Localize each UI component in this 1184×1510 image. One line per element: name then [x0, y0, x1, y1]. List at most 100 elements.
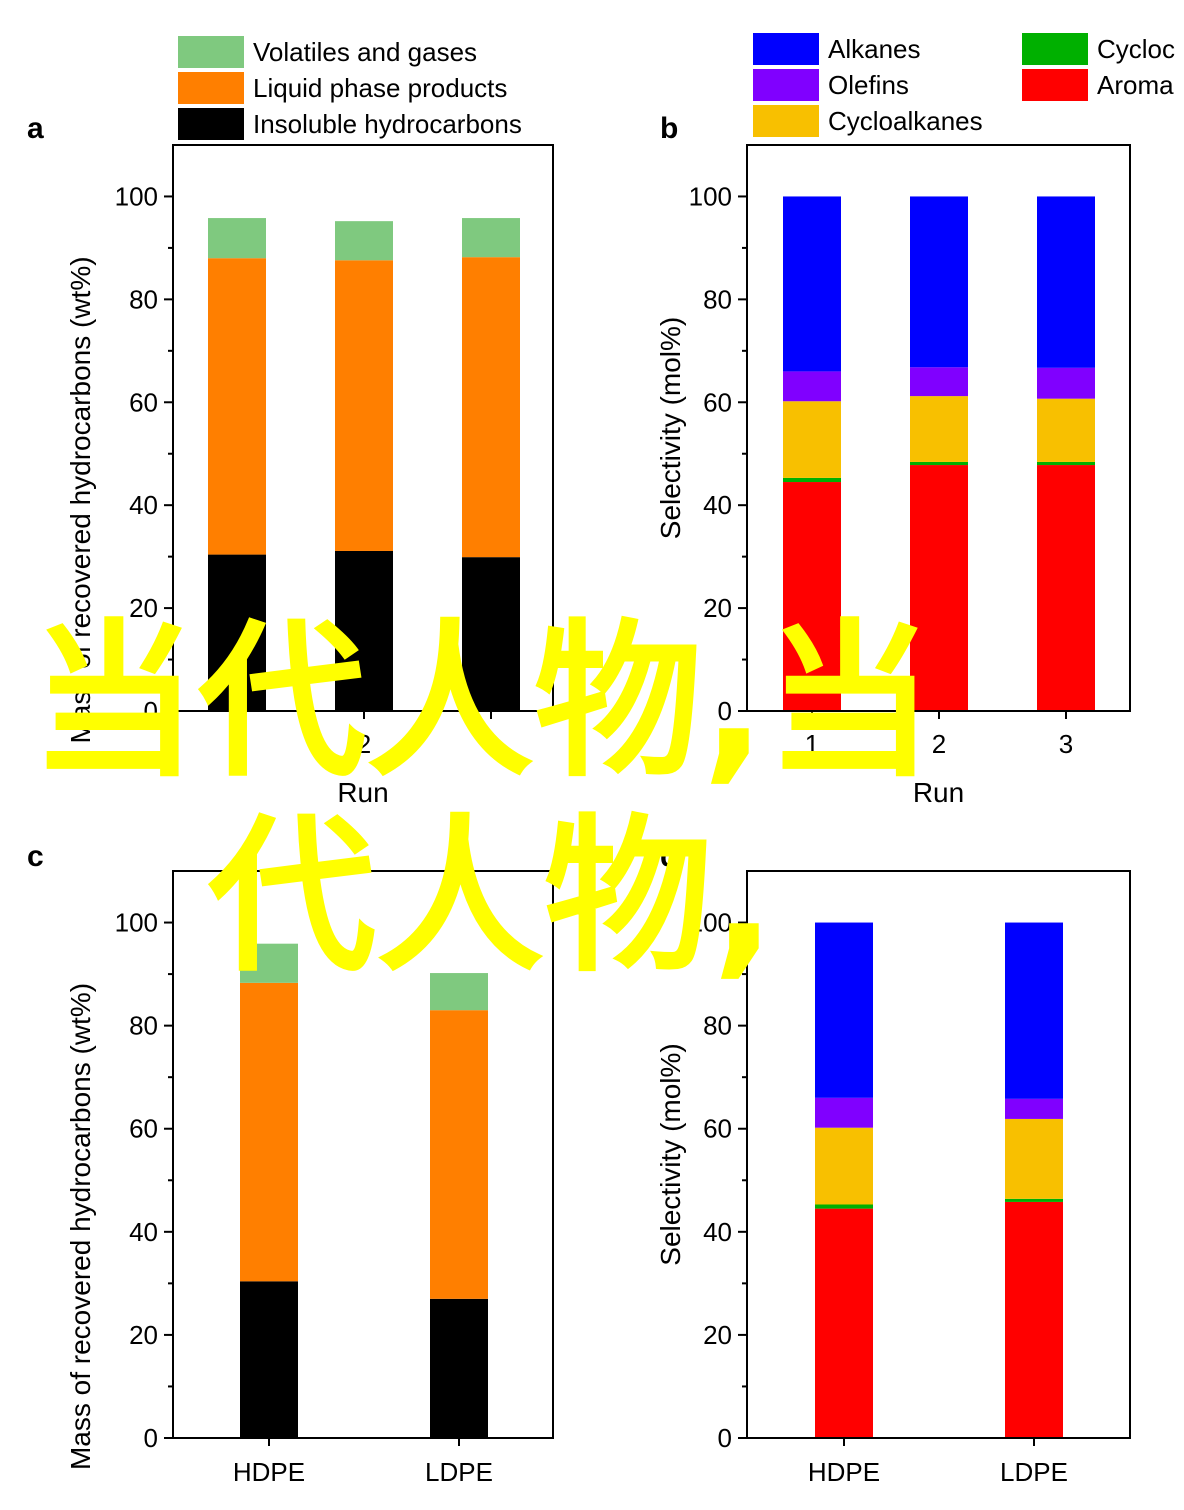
legend-swatch: [178, 72, 244, 104]
y-tick-label: 60: [703, 1114, 732, 1144]
legend-label: Cycloalkanes: [828, 106, 983, 136]
y-tick-label: 0: [718, 1423, 732, 1453]
y-tick-label: 100: [689, 908, 732, 938]
watermark-overlay: 当代人物,当 代人物,: [30, 604, 934, 995]
bar-segment-b-1-0: [783, 482, 841, 711]
y-tick-label: 80: [703, 1011, 732, 1041]
legend-swatch: [753, 69, 819, 101]
bar-segment-c-LDPE-1: [430, 1010, 488, 1299]
bar-segment-c-LDPE-0: [430, 1298, 488, 1438]
x-tick-label: 3: [484, 729, 498, 759]
bar-segment-a-3-0: [462, 557, 520, 711]
panel-letter: b: [660, 112, 678, 145]
bar-segment-d-HDPE-0: [815, 1208, 873, 1438]
x-tick-label: HDPE: [233, 1457, 305, 1487]
bar-segment-d-LDPE-3: [1005, 1098, 1063, 1119]
legend-label: Cycloc: [1097, 34, 1175, 64]
bar-segment-b-2-3: [910, 367, 968, 397]
bar-segment-b-3-0: [1037, 465, 1095, 711]
bar-segment-b-3-1: [1037, 461, 1095, 466]
y-tick-label: 100: [115, 908, 158, 938]
bar-segment-a-1-1: [208, 258, 266, 555]
bar-segment-c-HDPE-2: [240, 943, 298, 983]
panel-letter: a: [27, 112, 44, 145]
y-tick-label: 80: [703, 284, 732, 314]
legends: Volatiles and gases Liquid phase products…: [178, 33, 1175, 140]
y-tick-label: 20: [703, 593, 732, 623]
x-axis-title: Run: [913, 777, 964, 808]
y-tick-label: 0: [144, 1423, 158, 1453]
bar-segment-b-1-1: [783, 477, 841, 483]
y-tick-label: 20: [129, 593, 158, 623]
bar-segment-a-2-1: [335, 260, 393, 551]
y-tick-label: 60: [129, 387, 158, 417]
bar-segment-d-LDPE-1: [1005, 1198, 1063, 1202]
x-tick-label: LDPE: [425, 1457, 493, 1487]
legend-swatch: [1022, 33, 1088, 65]
y-axis-title: Mass of recovered hydrocarbons (wt%): [65, 983, 96, 1470]
panel-letter: c: [27, 840, 44, 873]
panel-letter: d: [660, 840, 678, 873]
y-axis-title: Mass of recovered hydrocarbons (wt%): [65, 256, 96, 743]
bar-segment-a-3-2: [462, 218, 520, 258]
y-tick-label: 40: [703, 1217, 732, 1247]
bar-segment-b-3-4: [1037, 196, 1095, 368]
bar-segment-c-HDPE-1: [240, 982, 298, 1282]
x-tick-label: 3: [1059, 729, 1073, 759]
y-tick-label: 20: [703, 1320, 732, 1350]
legend-swatch: [753, 33, 819, 65]
chart-panel-a: 0 20 40 60 80 100 1 2 3 Mass of recovered hydroca…: [27, 112, 554, 808]
overlay-line-2: 代人物,: [207, 799, 776, 995]
x-tick-label: HDPE: [808, 1457, 880, 1487]
bar-segment-d-HDPE-2: [815, 1127, 873, 1205]
y-tick-label: 80: [129, 284, 158, 314]
bar-segment-b-1-4: [783, 196, 841, 372]
y-tick-label: 20: [129, 1320, 158, 1350]
y-tick-label: 60: [703, 387, 732, 417]
bar-segment-b-3-3: [1037, 367, 1095, 399]
plot-frame: [172, 870, 554, 1439]
bar-segment-b-2-4: [910, 196, 968, 368]
bar-segment-a-1-0: [208, 554, 266, 711]
bar-segment-a-1-2: [208, 218, 266, 259]
bar-segment-b-2-2: [910, 396, 968, 462]
y-tick-label: 40: [129, 490, 158, 520]
chart-panel-b: 0 20 40 60 80 100 1 2 3 Selectivity (mol%) Run b: [655, 112, 1131, 808]
bar-segment-c-LDPE-2: [430, 973, 488, 1011]
bar-segment-d-HDPE-3: [815, 1097, 873, 1128]
x-tick-label: 1: [230, 729, 244, 759]
legend-swatch: [1022, 69, 1088, 101]
bar-segment-b-1-3: [783, 371, 841, 402]
y-tick-label: 40: [703, 490, 732, 520]
y-tick-label: 0: [144, 696, 158, 726]
x-tick-label: LDPE: [1000, 1457, 1068, 1487]
y-tick-label: 100: [115, 181, 158, 211]
bar-segment-a-2-2: [335, 221, 393, 261]
x-tick-label: 2: [357, 729, 371, 759]
y-axis-title: Selectivity (mol%): [655, 1043, 686, 1265]
bar-segment-a-2-0: [335, 550, 393, 711]
bar-segment-d-HDPE-1: [815, 1204, 873, 1209]
bar-segment-d-LDPE-0: [1005, 1201, 1063, 1438]
y-tick-label: 0: [718, 696, 732, 726]
y-tick-label: 100: [689, 181, 732, 211]
bar-segment-b-2-0: [910, 465, 968, 711]
x-axis-title: Run: [337, 777, 388, 808]
legend-label: Insoluble hydrocarbons: [253, 109, 522, 139]
bar-segment-d-HDPE-4: [815, 922, 873, 1098]
y-tick-label: 60: [129, 1114, 158, 1144]
overlay-line-1: 当代人物,当: [30, 604, 934, 800]
x-tick-label: 1: [805, 729, 819, 759]
bar-segment-b-3-2: [1037, 398, 1095, 462]
bar-segment-a-3-1: [462, 257, 520, 558]
bar-segment-d-LDPE-2: [1005, 1118, 1063, 1199]
x-tick-label: 2: [932, 729, 946, 759]
legend-swatch: [178, 36, 244, 68]
legend-label: Alkanes: [828, 34, 921, 64]
chart-panel-c: 0 20 40 60 80 100 HDPE LDPE Mass of recovered hy…: [27, 840, 554, 1487]
y-tick-label: 40: [129, 1217, 158, 1247]
legend-label: Volatiles and gases: [253, 37, 477, 67]
bar-segment-b-1-2: [783, 401, 841, 478]
